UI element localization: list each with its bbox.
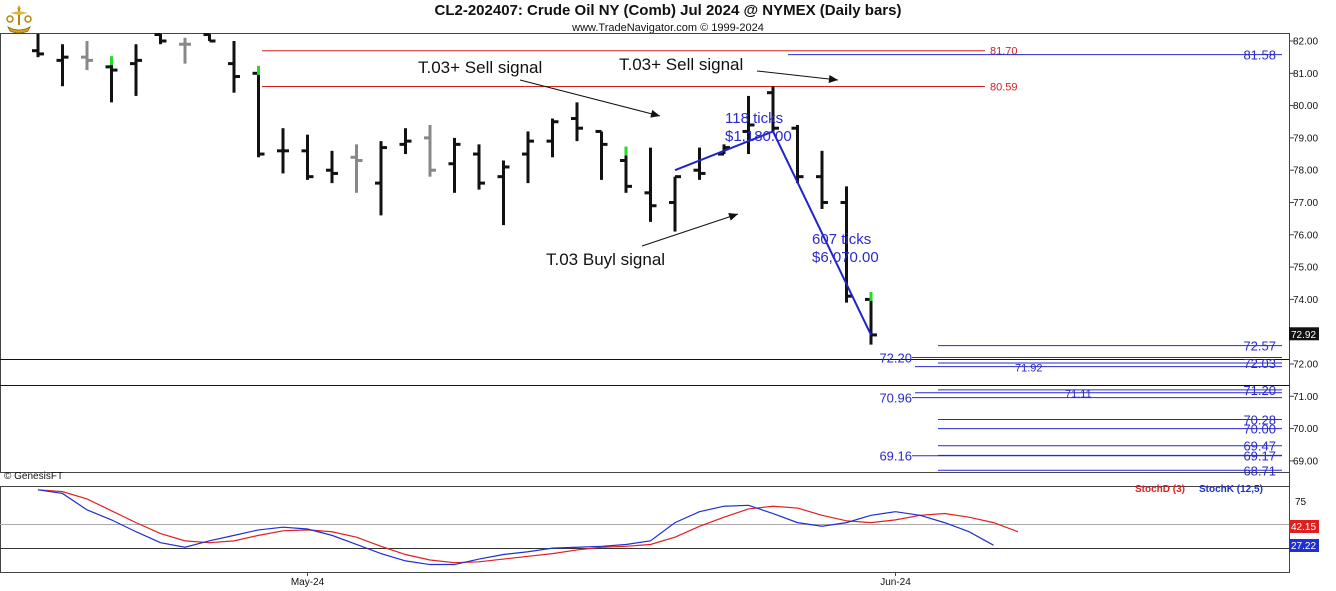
stochk-last-label: 27.22 bbox=[1291, 541, 1316, 552]
level-label: 72.03 bbox=[1243, 356, 1276, 371]
price-bar bbox=[32, 34, 44, 58]
annotation-label: $1,180.00 bbox=[725, 128, 792, 145]
price-bar bbox=[228, 41, 240, 93]
y-tick-label: 80.00 bbox=[1293, 101, 1318, 112]
price-bar bbox=[693, 147, 706, 180]
price-bar bbox=[546, 118, 559, 158]
level-label: 71.11 bbox=[1065, 389, 1092, 401]
stochd-last-box bbox=[1289, 520, 1319, 533]
annotation-label: T.03+ Sell signal bbox=[418, 58, 542, 77]
price-bar bbox=[301, 134, 314, 180]
last-price-box bbox=[1289, 327, 1319, 341]
level-label: 71.92 bbox=[1015, 363, 1043, 375]
price-bar bbox=[375, 141, 387, 216]
y-tick-label: 69.00 bbox=[1293, 456, 1318, 467]
price-bar bbox=[179, 37, 191, 64]
price-bar bbox=[522, 131, 534, 184]
annotation-label: T.03+ Sell signal bbox=[619, 55, 743, 74]
y-tick-label: 71.00 bbox=[1293, 392, 1318, 403]
y-tick-label: 72.00 bbox=[1293, 360, 1318, 371]
trend-line bbox=[674, 130, 872, 336]
price-bar bbox=[350, 144, 363, 193]
x-tick-label: May-24 bbox=[291, 577, 325, 588]
annotation-label: 607 ticks bbox=[812, 231, 871, 248]
price-bar bbox=[595, 129, 608, 180]
x-tick-label: Jun-24 bbox=[880, 577, 911, 588]
price-bar bbox=[56, 44, 69, 87]
price-bar bbox=[816, 150, 828, 209]
y-tick-label: 78.00 bbox=[1293, 166, 1318, 177]
level-label: 71.20 bbox=[1243, 383, 1276, 398]
annotation-arrow bbox=[519, 79, 661, 117]
y-tick-label: 76.00 bbox=[1293, 230, 1318, 241]
annotation-label: 118 ticks bbox=[725, 110, 783, 127]
last-price-label: 72.92 bbox=[1291, 330, 1316, 341]
level-label: 81.70 bbox=[990, 46, 1018, 58]
y-tick-label: 81.00 bbox=[1293, 69, 1318, 80]
annotation-arrow bbox=[756, 70, 839, 81]
level-label: 72.57 bbox=[1243, 339, 1276, 354]
y-tick-label: 74.00 bbox=[1293, 295, 1318, 306]
stochk-last-box bbox=[1289, 539, 1319, 552]
y-tick-label: 77.00 bbox=[1293, 198, 1318, 209]
price-bar bbox=[130, 44, 142, 96]
stoch-series-line bbox=[37, 489, 994, 566]
copyright-label: © GenesisFT bbox=[4, 471, 63, 482]
price-bar bbox=[791, 124, 804, 184]
stoch-y-tick-label: 75 bbox=[1295, 497, 1307, 508]
annotation-label: $6,070.00 bbox=[812, 249, 879, 266]
price-bar bbox=[620, 146, 632, 193]
price-bar bbox=[448, 137, 461, 193]
price-bar bbox=[669, 175, 681, 232]
price-bar bbox=[252, 65, 265, 158]
price-bar bbox=[326, 150, 338, 184]
chart-subtitle: www.TradeNavigator.com © 1999-2024 bbox=[572, 22, 764, 34]
annotation-arrowhead bbox=[650, 109, 660, 118]
price-bar bbox=[571, 102, 583, 142]
price-bar bbox=[105, 56, 118, 103]
level-label: 68.71 bbox=[1243, 463, 1276, 478]
chart-title: CL2-202407: Crude Oil NY (Comb) Jul 2024… bbox=[434, 2, 902, 19]
price-bar bbox=[81, 41, 93, 71]
y-tick-label: 79.00 bbox=[1293, 133, 1318, 144]
price-bar bbox=[865, 291, 877, 345]
level-label: 81.58 bbox=[1243, 48, 1276, 63]
level-label: 70.28 bbox=[1243, 413, 1276, 428]
stochd-last-label: 42.15 bbox=[1291, 522, 1316, 533]
y-tick-label: 82.00 bbox=[1293, 37, 1318, 48]
level-label: 69.16 bbox=[879, 449, 912, 464]
price-bar bbox=[767, 86, 779, 132]
y-tick-label: 70.00 bbox=[1293, 424, 1318, 435]
price-bar bbox=[277, 128, 289, 174]
legend-stochk: StochK (12,5) bbox=[1199, 484, 1263, 495]
stoch-series-line bbox=[37, 489, 1019, 564]
level-label: 70.00 bbox=[1243, 422, 1276, 437]
price-bar bbox=[203, 33, 216, 43]
price-bar bbox=[154, 33, 167, 45]
price-bar bbox=[473, 144, 485, 190]
price-bar bbox=[497, 160, 510, 226]
annotation-arrow bbox=[641, 213, 739, 247]
price-bar bbox=[718, 144, 730, 156]
price-bar bbox=[399, 128, 412, 155]
price-bar bbox=[424, 124, 436, 177]
level-label: 69.47 bbox=[1243, 439, 1276, 454]
stoch-pane-frame bbox=[0, 486, 1290, 573]
legend-stochd: StochD (3) bbox=[1135, 484, 1185, 495]
y-tick-label: 75.00 bbox=[1293, 263, 1318, 274]
annotation-label: T.03 Buyl signal bbox=[546, 250, 665, 269]
annotation-arrowhead bbox=[728, 213, 738, 221]
level-label: 72.20 bbox=[879, 351, 912, 366]
price-bar bbox=[644, 147, 657, 222]
trade-navigator-logo bbox=[6, 5, 32, 34]
annotation-arrowhead bbox=[828, 75, 838, 83]
price-bar bbox=[742, 95, 755, 155]
level-label: 70.96 bbox=[879, 391, 912, 406]
level-label: 80.59 bbox=[990, 82, 1018, 94]
